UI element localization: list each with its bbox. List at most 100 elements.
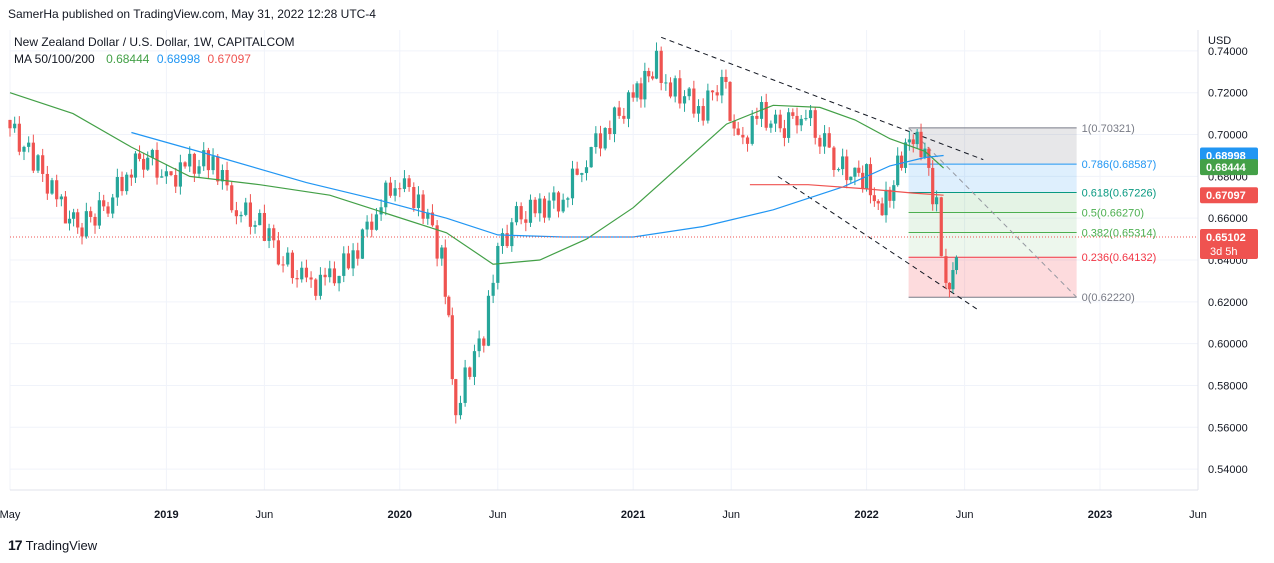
candle-body <box>370 221 374 230</box>
candle-body <box>888 189 892 201</box>
candle-body <box>332 268 337 284</box>
candle-body <box>603 128 607 149</box>
candle-body <box>477 338 481 352</box>
channel-lower-line <box>777 175 979 311</box>
candle-body <box>931 167 935 205</box>
candle-body <box>853 167 857 177</box>
x-tick-label: Jun <box>1189 509 1207 521</box>
candle-body <box>778 114 782 129</box>
candle-body <box>927 148 931 168</box>
fib-level-label: 0.236(0.64132) <box>1082 252 1157 264</box>
tradingview-footer[interactable]: 17 TradingView <box>8 537 97 553</box>
candle-body <box>947 282 952 290</box>
chart-legend: New Zealand Dollar / U.S. Dollar, 1W, CA… <box>14 34 295 68</box>
fib-zone <box>908 127 1077 165</box>
candle-body <box>412 187 416 208</box>
candle-body <box>832 147 836 171</box>
candle-body <box>923 148 927 158</box>
candle-body <box>342 253 346 276</box>
candle-body <box>458 402 463 416</box>
candle-body <box>643 70 647 100</box>
candle-body <box>192 153 196 174</box>
candle-body <box>804 118 808 120</box>
brand-name: TradingView <box>25 537 98 553</box>
candle-body <box>678 78 682 104</box>
candle-body <box>472 351 477 377</box>
y-tick-label: 0.70000 <box>1208 130 1248 142</box>
candle-body <box>687 88 691 97</box>
candle-body <box>903 142 908 168</box>
candle-body <box>258 212 262 226</box>
candle-body <box>664 82 668 84</box>
publish-info: SamerHa published on TradingView.com, Ma… <box>8 7 376 21</box>
fib-level-label: 1(0.70321) <box>1082 123 1135 135</box>
candle-body <box>635 83 639 98</box>
y-tick-label: 0.72000 <box>1208 88 1248 100</box>
candle-body <box>884 189 888 216</box>
candle-body <box>351 250 355 269</box>
candle-body <box>17 123 21 152</box>
candle-body <box>267 228 271 241</box>
candle-body <box>169 171 173 176</box>
candle-body <box>861 172 865 189</box>
candle-body <box>701 106 705 121</box>
y-tick-label: 0.56000 <box>1208 422 1248 434</box>
price-badge-label: 0.67097 <box>1206 190 1246 202</box>
price-badge <box>1200 159 1258 176</box>
x-tick-label: 2020 <box>388 509 412 521</box>
candle-body <box>328 268 332 278</box>
candle-body <box>463 367 467 403</box>
candle-body <box>622 115 626 119</box>
candle-body <box>142 158 146 170</box>
candle-body <box>608 128 612 135</box>
candle-body <box>13 123 17 129</box>
candle-body <box>129 174 133 178</box>
candle-body <box>668 82 673 97</box>
candle-body <box>482 338 486 346</box>
y-tick-label: 0.62000 <box>1208 297 1248 309</box>
candle-body <box>750 115 754 144</box>
candle-body <box>773 114 778 124</box>
candle-body <box>570 168 575 199</box>
candle-body <box>528 199 533 223</box>
ma-line <box>9 92 944 265</box>
candle-body <box>876 201 880 204</box>
candle-body <box>491 282 495 296</box>
candle-body <box>174 175 178 187</box>
candle-body <box>795 115 799 126</box>
candle-body <box>782 128 787 138</box>
candle-body <box>304 267 309 278</box>
candle-body <box>519 206 523 220</box>
y-tick-label: 0.58000 <box>1208 380 1248 392</box>
price-badge-countdown: 3d 5h <box>1210 246 1238 258</box>
candle-body <box>769 123 773 128</box>
candle-body <box>845 156 849 181</box>
candle-body <box>220 170 224 182</box>
candle-body <box>295 278 299 280</box>
candle-body <box>102 200 106 207</box>
publish-header: SamerHa published on TradingView.com, Ma… <box>0 0 1274 28</box>
candle-body <box>388 182 393 196</box>
x-tick-label: 2022 <box>854 509 878 521</box>
candle-body <box>514 206 519 223</box>
candle-body <box>374 214 379 230</box>
candle-body <box>880 203 884 216</box>
ma50-value: 0.68444 <box>106 52 150 66</box>
candle-body <box>919 131 923 158</box>
candle-body <box>188 153 192 167</box>
ma-line <box>749 184 944 196</box>
ma100-value: 0.68998 <box>156 52 201 66</box>
x-tick-label: Jun <box>956 509 974 521</box>
fib-zone <box>908 164 1077 193</box>
fib-level-label: 0(0.62220) <box>1082 292 1135 304</box>
ma-legend: MA 50/100/200 0.68444 0.68998 0.67097 <box>14 51 295 68</box>
candle-body <box>598 133 603 149</box>
candle-body <box>426 212 430 219</box>
channel-upper-line <box>661 36 984 161</box>
candle-body <box>133 153 138 178</box>
candle-body <box>365 221 369 230</box>
candle-body <box>791 112 795 116</box>
candle-body <box>45 173 49 194</box>
fib-zone <box>908 257 1077 298</box>
